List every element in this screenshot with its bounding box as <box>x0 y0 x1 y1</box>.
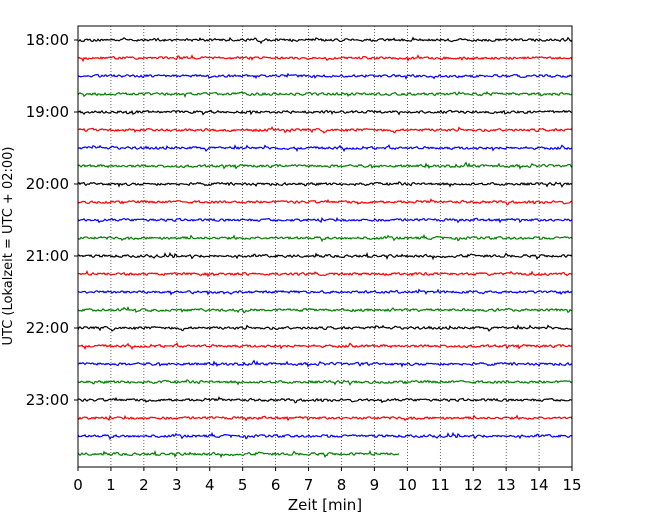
trace-line <box>77 144 573 153</box>
y-axis-ticks: 18:00 19:00 20:00 21:00 22:00 23:00 <box>26 31 78 409</box>
x-tick-label: 9 <box>370 476 380 494</box>
trace-line <box>77 216 573 224</box>
x-tick-label: 8 <box>337 476 347 494</box>
x-tick-label: 5 <box>238 476 248 494</box>
trace-line <box>77 72 573 81</box>
x-tick-label: 6 <box>271 476 281 494</box>
x-tick-label: 10 <box>398 476 417 494</box>
trace-line <box>77 90 573 98</box>
y-tick-label: 19:00 <box>26 103 69 121</box>
trace-line <box>77 449 400 459</box>
y-axis-label: UTC (Lokalzeit = UTC + 02:00) <box>1 147 16 346</box>
y-tick-label: 23:00 <box>26 391 69 409</box>
trace-line <box>77 36 573 45</box>
trace-line <box>77 396 573 404</box>
grid-lines <box>110 26 540 467</box>
x-tick-label: 14 <box>530 476 549 494</box>
seismic-traces <box>77 36 573 459</box>
trace-line <box>77 54 573 63</box>
trace-line <box>77 181 573 188</box>
trace-line <box>77 251 573 261</box>
x-tick-label: 15 <box>562 476 581 494</box>
x-tick-label: 11 <box>431 476 450 494</box>
x-tick-label: 7 <box>304 476 314 494</box>
trace-line <box>77 431 573 441</box>
trace-line <box>77 161 573 170</box>
x-axis-label: Zeit [min] <box>288 496 362 514</box>
x-tick-label: 1 <box>106 476 116 494</box>
y-tick-label: 20:00 <box>26 175 69 193</box>
y-tick-label: 21:00 <box>26 247 69 265</box>
x-tick-label: 0 <box>73 476 83 494</box>
trace-line <box>77 379 573 386</box>
trace-line <box>77 109 573 116</box>
x-axis-ticks: 0 1 2 3 4 5 6 7 8 9 10 11 12 13 14 15 <box>73 467 582 494</box>
trace-line <box>77 359 573 368</box>
x-tick-label: 3 <box>172 476 182 494</box>
y-tick-label: 18:00 <box>26 31 69 49</box>
x-tick-label: 12 <box>464 476 483 494</box>
trace-line <box>77 269 573 278</box>
y-tick-label: 22:00 <box>26 319 69 337</box>
trace-line <box>77 324 573 332</box>
trace-line <box>77 414 573 422</box>
trace-line <box>77 342 573 351</box>
x-tick-label: 4 <box>205 476 215 494</box>
x-tick-label: 2 <box>139 476 149 494</box>
trace-line <box>77 305 573 314</box>
trace-line <box>77 233 573 243</box>
trace-line <box>77 288 573 296</box>
x-tick-label: 13 <box>497 476 516 494</box>
plot-frame <box>77 25 573 468</box>
trace-line <box>77 198 573 206</box>
trace-line <box>77 126 573 134</box>
